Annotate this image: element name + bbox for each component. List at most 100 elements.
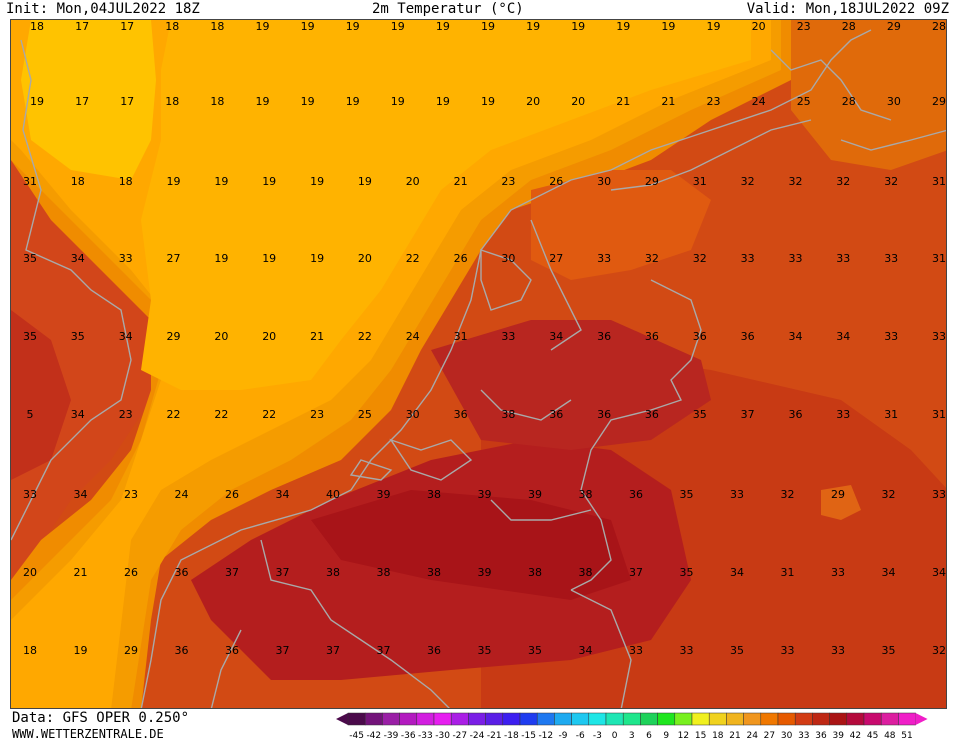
temperature-value: 19 <box>214 252 228 265</box>
temperature-value: 31 <box>884 408 898 421</box>
field-zone-ne <box>791 20 946 170</box>
temperature-value: 19 <box>358 175 372 188</box>
init-time-label: Init: Mon,04JUL2022 18Z <box>6 1 200 17</box>
legend-tick-label: -3 <box>593 731 602 740</box>
legend-tick-label: -21 <box>487 731 502 740</box>
temperature-value: 19 <box>391 20 405 33</box>
legend-swatch <box>657 712 676 726</box>
temperature-map[interactable]: 18 17 17 18 18 19 19 19 19 19 19 19 19 19 19 19 20 23 28 29… <box>10 19 947 709</box>
temperature-value: 33 <box>119 252 133 265</box>
temperature-value: 17 <box>120 20 134 33</box>
temperature-value: 33 <box>884 330 898 343</box>
temperature-value: 18 <box>210 20 224 33</box>
legend-tick-label: 42 <box>850 731 861 740</box>
temperature-value: 30 <box>597 175 611 188</box>
color-legend: -45 -42 -39 -36 -33 -30 -27 -24 -21 -18 -15 -12 -9 -6… <box>336 712 928 740</box>
temperature-value: 29 <box>932 95 946 108</box>
legend-swatch <box>777 712 796 726</box>
legend-tick-label: -12 <box>538 731 553 740</box>
temperature-value: 36 <box>645 408 659 421</box>
temperature-value: 36 <box>175 644 189 657</box>
temperature-value: 33 <box>23 488 37 501</box>
temperature-value: 19 <box>74 644 88 657</box>
legend-swatch <box>691 712 710 726</box>
temperature-value: 31 <box>693 175 707 188</box>
map-canvas[interactable]: 18 17 17 18 18 19 19 19 19 19 19 19 19 19 19 19 20 23 28 29… <box>11 20 947 709</box>
temperature-value: 23 <box>124 488 138 501</box>
temperature-value: 23 <box>310 408 324 421</box>
legend-swatch <box>708 712 727 726</box>
legend-swatch <box>863 712 882 726</box>
temperature-value: 33 <box>932 488 946 501</box>
temperature-value: 34 <box>74 488 88 501</box>
legend-tick-label: 18 <box>712 731 724 740</box>
temperature-value: 35 <box>730 644 744 657</box>
temperature-value: 29 <box>167 330 181 343</box>
temperature-value: 20 <box>358 252 372 265</box>
temperature-value: 35 <box>478 644 492 657</box>
data-source-label: Data: GFS OPER 0.250° <box>12 710 190 726</box>
temperature-value: 31 <box>932 408 946 421</box>
temperature-value: 17 <box>75 20 89 33</box>
temperature-value: 38 <box>326 566 340 579</box>
legend-swatch <box>898 712 916 726</box>
temperature-value: 23 <box>707 95 721 108</box>
temperature-value: 35 <box>23 330 37 343</box>
temperature-value: 22 <box>406 252 420 265</box>
temperature-value: 34 <box>71 408 85 421</box>
temperature-value: 29 <box>124 644 138 657</box>
legend-swatch <box>588 712 607 726</box>
legend-tick-label: 51 <box>901 731 912 740</box>
temperature-value: 32 <box>836 175 850 188</box>
legend-swatch <box>433 712 452 726</box>
temperature-value: 19 <box>436 20 450 33</box>
legend-swatch <box>536 712 555 726</box>
legend-swatch <box>364 712 383 726</box>
field-zone-nl-north <box>531 170 711 280</box>
temperature-value: 21 <box>661 95 675 108</box>
temperature-value: 40 <box>326 488 340 501</box>
temperature-value: 20 <box>214 330 228 343</box>
legend-swatch <box>846 712 865 726</box>
legend-tick-label: 48 <box>884 731 896 740</box>
temperature-value: 32 <box>932 644 946 657</box>
temperature-value: 29 <box>645 175 659 188</box>
temperature-value: 36 <box>597 330 611 343</box>
temperature-value: 23 <box>797 20 811 33</box>
legend-swatch <box>743 712 762 726</box>
temperature-value: 34 <box>836 330 850 343</box>
temperature-value: 36 <box>597 408 611 421</box>
temperature-value: 38 <box>501 408 515 421</box>
temperature-value: 28 <box>842 20 856 33</box>
temperature-value: 36 <box>645 330 659 343</box>
temperature-value: 38 <box>528 566 542 579</box>
legend-tick-label: -45 <box>349 731 364 740</box>
legend-swatch <box>347 712 366 726</box>
temperature-value: 23 <box>501 175 515 188</box>
temperature-value: 32 <box>781 488 795 501</box>
legend-tick-label: -9 <box>559 731 568 740</box>
temperature-value: 28 <box>842 95 856 108</box>
temperature-value: 29 <box>887 20 901 33</box>
temperature-value: 19 <box>310 175 324 188</box>
temperature-value: 22 <box>167 408 181 421</box>
temperature-value: 25 <box>358 408 372 421</box>
legend-tick-label: -30 <box>435 731 450 740</box>
temperature-value: 33 <box>836 408 850 421</box>
legend-swatch <box>399 712 418 726</box>
legend-swatch <box>674 712 693 726</box>
legend-tick-label: -42 <box>366 731 381 740</box>
temperature-value: 36 <box>454 408 468 421</box>
temperature-value: 18 <box>23 644 37 657</box>
valid-time-label: Valid: Mon,18JUL2022 09Z <box>746 1 949 17</box>
legend-tick-label: 30 <box>781 731 793 740</box>
temperature-value: 36 <box>629 488 643 501</box>
temperature-value: 20 <box>406 175 420 188</box>
temperature-value: 31 <box>932 175 946 188</box>
legend-tick-label: 21 <box>729 731 740 740</box>
legend-tick-label: 36 <box>815 731 827 740</box>
temperature-value: 37 <box>629 566 643 579</box>
legend-swatch <box>519 712 538 726</box>
legend-swatch <box>622 712 641 726</box>
temperature-value: 37 <box>276 566 290 579</box>
